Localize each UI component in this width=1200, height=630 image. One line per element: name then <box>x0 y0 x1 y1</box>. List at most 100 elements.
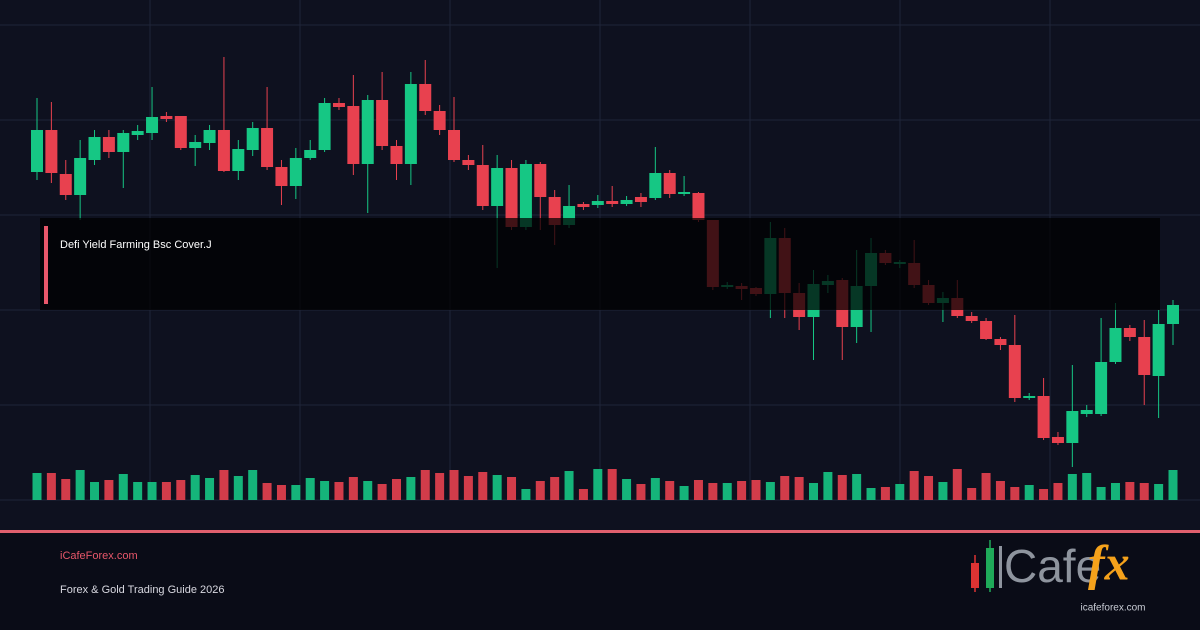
candle-body <box>1138 337 1151 375</box>
volume-bar <box>61 479 71 500</box>
candle-body <box>1066 411 1079 443</box>
candle-body <box>965 316 978 321</box>
caption-box <box>40 218 1160 310</box>
candle-body <box>1080 410 1093 414</box>
candle-body <box>634 197 647 202</box>
volume-bar <box>679 486 689 500</box>
candle-body <box>1095 362 1108 414</box>
volume-bar <box>118 474 128 500</box>
volume-bar <box>924 476 934 500</box>
volume-bar <box>607 469 617 500</box>
volume-bar <box>1024 485 1034 500</box>
logo-icon <box>986 548 994 588</box>
candle-body <box>160 116 173 119</box>
volume-bar <box>693 480 703 500</box>
volume-bar <box>1168 470 1178 500</box>
volume-bar <box>665 481 675 500</box>
volume-bar <box>938 482 948 500</box>
volume-bar <box>305 478 315 500</box>
candle-body <box>318 103 331 150</box>
candle-body <box>74 158 87 195</box>
candle-body <box>376 100 389 146</box>
volume-bar <box>420 470 430 500</box>
volume-bar <box>133 482 143 500</box>
candle-body <box>332 103 345 107</box>
volume-bar <box>90 482 100 500</box>
candle-body <box>146 117 159 133</box>
candle-body <box>678 192 691 194</box>
candle-body <box>1037 396 1050 438</box>
volume-bar <box>1125 482 1135 500</box>
candle-body <box>361 100 374 164</box>
volume-bar <box>809 483 819 500</box>
volume-bar <box>722 483 732 500</box>
volume-bar <box>535 481 545 500</box>
volume-bar <box>521 489 531 500</box>
volume-bar <box>1010 487 1020 500</box>
candle-body <box>88 137 101 160</box>
candle-body <box>663 173 676 194</box>
volume-bar <box>995 481 1005 500</box>
candle-body <box>174 116 187 148</box>
volume-bar <box>478 472 488 500</box>
candle-body <box>620 200 633 204</box>
volume-bar <box>852 474 862 500</box>
candle-body <box>419 84 432 111</box>
logo: Cafe fx icafeforex.com <box>971 534 1146 614</box>
volume-bar <box>578 489 588 500</box>
logo-url: icafeforex.com <box>1080 603 1145 614</box>
candle-body <box>433 111 446 130</box>
volume-bar <box>636 484 646 500</box>
footer-tagline: Forex & Gold Trading Guide 2026 <box>60 584 224 596</box>
candle-body <box>1008 345 1021 398</box>
volume-bar <box>233 476 243 500</box>
volume-bar <box>895 484 905 500</box>
volume-bar <box>1039 489 1049 500</box>
candle-body <box>692 193 705 220</box>
volume-bar <box>507 477 517 500</box>
volume-bar <box>823 472 833 500</box>
candle-body <box>217 130 230 171</box>
volume-bar <box>1082 473 1092 500</box>
volume-bar <box>377 484 387 500</box>
volume-bar <box>1154 484 1164 500</box>
candle-body <box>591 201 604 205</box>
candle-body <box>505 168 518 227</box>
volume-bar <box>161 482 171 500</box>
footer-rule <box>0 530 1200 533</box>
candle-body <box>462 160 475 165</box>
candle-body <box>131 131 144 135</box>
candle-body <box>304 150 317 158</box>
caption: Defi Yield Farming Bsc Cover.J <box>60 239 212 251</box>
volume-bar <box>291 485 301 500</box>
volume-bar <box>837 475 847 500</box>
candle-body <box>189 142 202 148</box>
volume-bar <box>751 480 761 500</box>
candle-body <box>45 130 58 173</box>
candle-body <box>1152 324 1165 376</box>
candle-body <box>261 128 274 167</box>
candle-body <box>347 106 360 164</box>
candle-body <box>519 164 532 227</box>
caption-accent <box>44 226 48 304</box>
logo-accent: fx <box>1088 534 1130 590</box>
candle-body <box>491 168 504 206</box>
volume-bar <box>1053 483 1063 500</box>
volume-bar <box>967 488 977 500</box>
volume-bar <box>363 481 373 500</box>
volume-bar <box>1067 474 1077 500</box>
volume-bar <box>435 473 445 500</box>
volume-bar <box>348 477 358 500</box>
volume-bar <box>622 479 632 500</box>
volume-bar <box>176 480 186 500</box>
volume-bar <box>32 473 42 500</box>
volume-bar <box>866 488 876 500</box>
volume-bar <box>104 480 114 500</box>
candle-body <box>289 158 302 186</box>
candle-body <box>1109 328 1122 362</box>
volume-bar <box>46 473 56 500</box>
candle-body <box>31 130 43 172</box>
volume-bar <box>1110 483 1120 500</box>
volume-bar <box>75 470 85 500</box>
